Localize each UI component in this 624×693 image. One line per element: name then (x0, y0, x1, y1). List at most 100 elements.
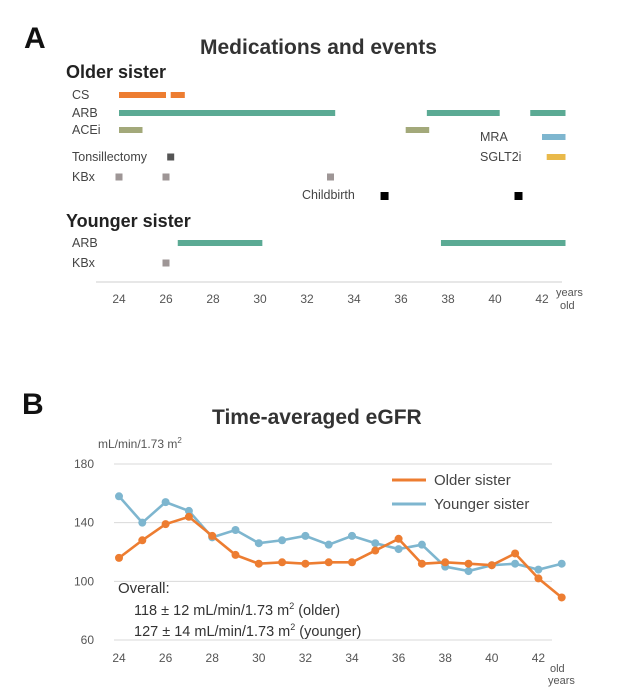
timeline-chart: 24 26 28 30 32 34 36 38 40 42 years old (96, 92, 583, 312)
egfr-point-younger-17 (511, 559, 520, 568)
timeline-x-tick-5: 34 (347, 292, 361, 306)
timeline-x-unit-years: years (556, 287, 583, 299)
timeline-marks (115, 92, 566, 267)
label-sglt2i: SGLT2i (480, 150, 522, 164)
panel-a-title: Medications and events (200, 36, 437, 59)
egfr-point-older-12 (394, 534, 403, 543)
egfr-y-tick-1: 140 (74, 516, 94, 530)
egfr-point-younger-9 (324, 540, 333, 549)
egfr-point-older-1 (138, 536, 147, 545)
egfr-point-younger-2 (161, 498, 170, 507)
egfr-point-older-9 (324, 558, 333, 567)
label-younger-arb: ARB (72, 236, 98, 250)
younger-arb-bar-1 (440, 240, 566, 246)
egfr-y-tick-2: 100 (74, 574, 94, 588)
egfr-point-older-14 (441, 558, 450, 567)
older-arb-bar-0 (119, 110, 336, 116)
label-kbx: KBx (72, 170, 95, 184)
timeline-x-tick-7: 38 (441, 292, 455, 306)
timeline-x-tick-8: 40 (488, 292, 502, 306)
older-arb-bar-2 (530, 110, 566, 116)
egfr-point-older-5 (231, 550, 240, 559)
egfr-y-tick-3: 60 (81, 633, 95, 647)
egfr-x-tick-5: 34 (345, 651, 359, 665)
older-cs-bar-1 (170, 92, 185, 98)
egfr-x-unit-years: years (548, 675, 575, 687)
timeline-x-tick-4: 32 (300, 292, 314, 306)
egfr-point-older-13 (417, 559, 426, 568)
label-cs: CS (72, 88, 90, 102)
egfr-point-older-15 (464, 559, 473, 568)
egfr-x-tick-2: 28 (206, 651, 220, 665)
older-acei-bar-1 (405, 127, 430, 133)
older-childbirth-marker-1 (514, 192, 523, 200)
legend-label-0: Older sister (434, 472, 511, 489)
egfr-point-older-8 (301, 559, 310, 568)
egfr-x-tick-4: 32 (299, 651, 313, 665)
older-tonsillectomy-marker-0 (167, 153, 175, 161)
overall-label: Overall: (118, 580, 170, 597)
egfr-point-older-10 (348, 558, 356, 567)
timeline-x-tick-0: 24 (112, 292, 126, 306)
older-arb-bar-1 (426, 110, 500, 116)
egfr-point-younger-7 (278, 536, 287, 545)
older-sglt2i-bar-0 (546, 154, 566, 160)
younger-arb-bar-0 (177, 240, 263, 246)
egfr-x-tick-3: 30 (252, 651, 266, 665)
egfr-series (115, 492, 566, 602)
legend-label-1: Younger sister (434, 496, 529, 513)
egfr-x-unit-old: old (550, 663, 565, 675)
label-acei: ACEi (72, 123, 101, 137)
egfr-legend: Older sister Younger sister (392, 472, 529, 513)
overall-older: 118 ± 12 mL/min/1.73 m2 (older) (134, 601, 341, 619)
timeline-x-tick-6: 36 (394, 292, 408, 306)
older-kbx-marker-2 (327, 173, 334, 181)
egfr-point-younger-6 (254, 539, 263, 548)
egfr-point-younger-5 (231, 526, 240, 534)
older-kbx-marker-0 (115, 173, 123, 181)
panel-b-letter: B (22, 388, 44, 421)
timeline-x-unit-old: old (560, 300, 575, 312)
egfr-x-tick-7: 38 (439, 651, 453, 665)
older-mra-bar-0 (542, 134, 566, 140)
egfr-x-tick-1: 26 (159, 651, 173, 665)
egfr-x-tick-6: 36 (392, 651, 406, 665)
label-mra: MRA (480, 130, 508, 144)
egfr-point-younger-8 (301, 531, 310, 540)
younger-kbx-marker-0 (162, 259, 170, 267)
egfr-point-older-6 (254, 559, 263, 568)
egfr-axes: 180 140 100 60 24 26 28 30 32 34 36 38 40 42 old (74, 457, 565, 675)
timeline-x-tick-9: 42 (535, 292, 549, 306)
egfr-point-older-3 (184, 512, 193, 521)
egfr-line-older (118, 515, 563, 599)
egfr-point-older-19 (557, 593, 566, 602)
egfr-point-older-4 (208, 531, 217, 540)
egfr-line-chart: 180 140 100 60 24 26 28 30 32 34 36 38 40 42 old Older… (74, 457, 575, 687)
egfr-point-younger-15 (464, 567, 473, 576)
egfr-point-younger-18 (534, 565, 543, 574)
egfr-point-younger-10 (348, 531, 356, 540)
panel-b-title: Time-averaged eGFR (212, 406, 422, 429)
timeline-x-tick-3: 30 (253, 292, 267, 306)
y-axis-unit: mL/min/1.73 m2 (98, 436, 182, 451)
egfr-point-older-18 (534, 574, 543, 583)
egfr-point-older-16 (487, 561, 496, 570)
egfr-point-younger-12 (394, 545, 403, 554)
label-tonsillectomy: Tonsillectomy (72, 150, 148, 164)
older-acei-bar-0 (119, 127, 143, 133)
label-arb: ARB (72, 106, 98, 120)
egfr-x-tick-9: 42 (532, 651, 546, 665)
older-sister-title: Older sister (66, 62, 167, 82)
egfr-point-older-17 (511, 549, 520, 558)
younger-sister-title: Younger sister (66, 211, 191, 231)
egfr-point-younger-19 (557, 559, 566, 568)
egfr-point-older-11 (371, 546, 380, 555)
egfr-y-tick-0: 180 (74, 457, 94, 471)
timeline-x-tick-2: 28 (206, 292, 220, 306)
label-childbirth: Childbirth (302, 188, 355, 202)
egfr-point-older-0 (115, 553, 123, 562)
panel-a-letter: A (24, 22, 46, 55)
egfr-point-older-7 (278, 558, 287, 567)
egfr-point-younger-11 (371, 539, 380, 548)
older-childbirth-marker-0 (380, 192, 389, 200)
